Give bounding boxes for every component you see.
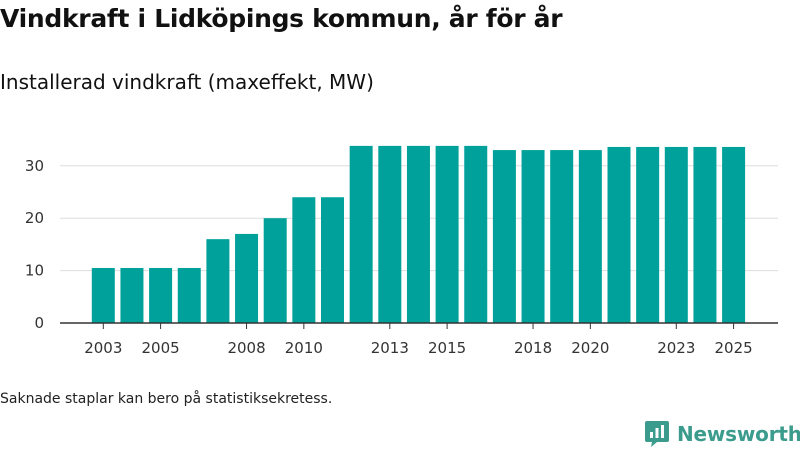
bar-2024 (693, 146, 717, 323)
bar-2022 (636, 146, 660, 323)
footnote: Saknade staplar kan bero på statistiksek… (0, 391, 333, 407)
bars (91, 145, 746, 323)
y-tick-label: 10 (25, 262, 44, 280)
x-tick-label: 2020 (571, 339, 609, 357)
bar-2007 (206, 239, 230, 323)
bar-2013 (378, 145, 402, 323)
bar-2021 (607, 146, 631, 323)
brand-name: Newsworthy (677, 422, 800, 446)
x-tick-label: 2018 (514, 339, 552, 357)
bar-chart: 0 10 20 30 2003 2005 2008 2010 2013 2015 2018 2020 2… (25, 145, 778, 357)
bar-2005 (149, 267, 173, 323)
x-tick-label: 2008 (227, 339, 265, 357)
bar-2019 (550, 150, 574, 323)
y-tick-label: 0 (34, 314, 44, 332)
tick-labels: 0 10 20 30 2003 2005 2008 2010 2013 2015 2018 2020 2… (25, 157, 753, 357)
bar-2011 (321, 197, 344, 323)
bar-2008 (235, 233, 259, 323)
chart-subtitle: Installerad vindkraft (maxeffekt, MW) (0, 70, 374, 94)
x-tick-label: 2013 (371, 339, 409, 357)
bar-2015 (435, 145, 459, 323)
x-tick-label: 2005 (142, 339, 180, 357)
y-tick-label: 20 (25, 209, 44, 227)
bar-2004 (120, 267, 144, 323)
bar-2010 (292, 197, 316, 323)
bar-2012 (349, 145, 373, 323)
y-tick-label: 30 (25, 157, 44, 175)
bar-2020 (578, 150, 602, 323)
axes (60, 322, 778, 329)
x-tick-label: 2003 (84, 339, 122, 357)
bar-2006 (177, 267, 201, 323)
x-tick-label: 2025 (715, 339, 753, 357)
brand-logo[interactable]: Newsworthy (645, 420, 800, 448)
chart-title: Vindkraft i Lidköpings kommun, år för år (0, 4, 563, 33)
newsworthy-logo-icon (645, 421, 669, 447)
x-tick-label: 2023 (657, 339, 695, 357)
bar-2016 (464, 145, 488, 323)
bar-2025 (722, 146, 746, 323)
x-tick-label: 2015 (428, 339, 466, 357)
bar-2018 (521, 150, 545, 323)
bar-2003 (91, 267, 115, 323)
bar-2017 (492, 150, 516, 323)
x-tick-label: 2010 (285, 339, 323, 357)
bar-2009 (263, 218, 287, 323)
bar-2014 (406, 145, 430, 323)
bar-2023 (664, 146, 688, 323)
